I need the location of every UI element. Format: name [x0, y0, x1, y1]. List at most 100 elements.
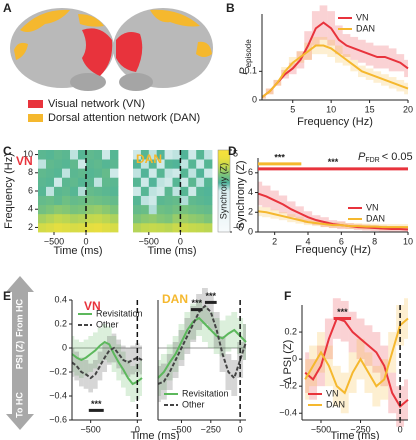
heatmap-cell: [54, 168, 63, 178]
y-axis-label-main: P: [238, 67, 250, 75]
panel-title: VN: [84, 299, 101, 313]
error-band: [305, 359, 310, 400]
panel-label: C: [3, 144, 12, 158]
error-band: [231, 360, 238, 396]
x-tick-label: 10: [326, 104, 336, 114]
y-axis-label: Synchrony (Z): [235, 160, 247, 229]
x-axis-label: Time (ms): [53, 245, 102, 257]
error-band: [262, 95, 266, 99]
heatmap-cell: [62, 222, 71, 233]
heatmap-cell: [70, 159, 79, 169]
heatmap-cell: [148, 213, 158, 224]
heatmap-cell: [172, 186, 181, 196]
heatmap-cell: [188, 186, 197, 196]
heatmap-cell: [38, 159, 47, 169]
heatmap-cell: [164, 186, 173, 196]
y-tick-label: 10: [23, 149, 33, 159]
x-tick-label: −250: [201, 424, 221, 434]
heatmap-cell: [54, 150, 63, 160]
panel-label: B: [226, 1, 235, 15]
heatmap-cell: [180, 213, 189, 224]
heatmap-cell: [140, 195, 150, 206]
heatmap-cell: [156, 222, 165, 233]
heatmap-cell: [196, 186, 205, 196]
heatmap-cell: [94, 213, 103, 224]
heatmap-cell: [78, 168, 87, 178]
y-tick-label: 0.2: [54, 318, 67, 328]
heatmap-cell: [188, 222, 197, 233]
error-band: [243, 324, 246, 360]
heatmap-cell: [46, 177, 55, 187]
heatmap-cell: [86, 195, 95, 206]
heatmap-cell: [86, 159, 95, 169]
heatmap-cell: [110, 186, 119, 196]
heatmap-cell: [204, 159, 213, 169]
heatmap-cell: [180, 168, 189, 178]
heatmap-cell: [78, 222, 87, 233]
heatmap-cell: [140, 204, 150, 215]
heatmap-cell: [204, 222, 213, 233]
x-axis-label: Time (ms): [147, 245, 196, 257]
heatmap-cell: [102, 150, 111, 160]
heatmap-cell: [62, 204, 71, 215]
heatmap-cell: [156, 186, 165, 196]
heatmap-cell: [148, 195, 158, 206]
series-line: [71, 340, 143, 386]
heatmap-cell: [172, 150, 181, 160]
significance-label: ***: [91, 399, 102, 409]
colorbar-tick-label: 5: [233, 148, 238, 158]
y-tick-label: 0: [248, 226, 253, 236]
y-tick-label: −0.2: [49, 366, 67, 376]
heatmap-cell: [102, 186, 111, 196]
panel-title: DAN: [136, 152, 162, 166]
y-tick-label: 6: [248, 167, 253, 177]
heatmap-cell: [188, 150, 197, 160]
x-axis-label: Time (ms): [130, 430, 179, 440]
heatmap-cell: [46, 195, 55, 206]
error-band: [97, 351, 103, 381]
significance-label: ***: [328, 157, 339, 167]
x-tick-label: 4: [305, 236, 310, 246]
heatmap-cell: [102, 213, 111, 224]
y-tick-label: 0: [252, 94, 257, 104]
x-tick-label: 5: [290, 104, 295, 114]
heatmap-cell: [110, 150, 119, 160]
x-tick-label: 0: [398, 424, 403, 434]
x-tick-label: −250: [350, 424, 370, 434]
heatmap-cell: [133, 168, 142, 178]
legend-label: DAN: [356, 23, 375, 33]
error-band: [130, 345, 135, 375]
heatmap-cell: [54, 177, 63, 187]
legend-label: Revisitation: [96, 308, 143, 318]
heatmap-cell: [133, 195, 142, 206]
panel-label: E: [3, 289, 11, 303]
heatmap-cell: [164, 168, 173, 178]
heatmap-cell: [140, 186, 150, 196]
heatmap-cell: [70, 150, 79, 160]
y-tick-label: 0.1: [244, 66, 257, 76]
y-tick-label: −0.6: [49, 414, 67, 424]
heatmap-cell: [180, 222, 189, 233]
heatmap-cell: [140, 159, 150, 169]
heatmap-cell: [196, 159, 205, 169]
heatmap-cell: [156, 168, 165, 178]
heatmap-cell: [133, 204, 142, 215]
x-tick-label: −500: [44, 236, 64, 246]
heatmap-cell: [46, 168, 55, 178]
error-band: [166, 354, 173, 390]
heatmap-cell: [180, 195, 189, 206]
brain-patch: [82, 28, 113, 76]
note-rest: < 0.05: [382, 151, 413, 163]
heatmap-cell: [148, 159, 158, 169]
error-band: [190, 306, 197, 342]
heatmap-cell: [78, 195, 87, 206]
x-tick-label: −500: [311, 424, 331, 434]
brain-patch: [116, 32, 143, 72]
heatmap-cell: [70, 186, 79, 196]
x-tick-label: 10: [403, 236, 413, 246]
x-tick-label: −500: [139, 236, 159, 246]
legend-label: Dorsal attention network (DAN): [48, 112, 200, 124]
heatmap-cell: [172, 195, 181, 206]
error-band: [404, 379, 408, 420]
y-tick-label: −0.2: [279, 381, 297, 391]
